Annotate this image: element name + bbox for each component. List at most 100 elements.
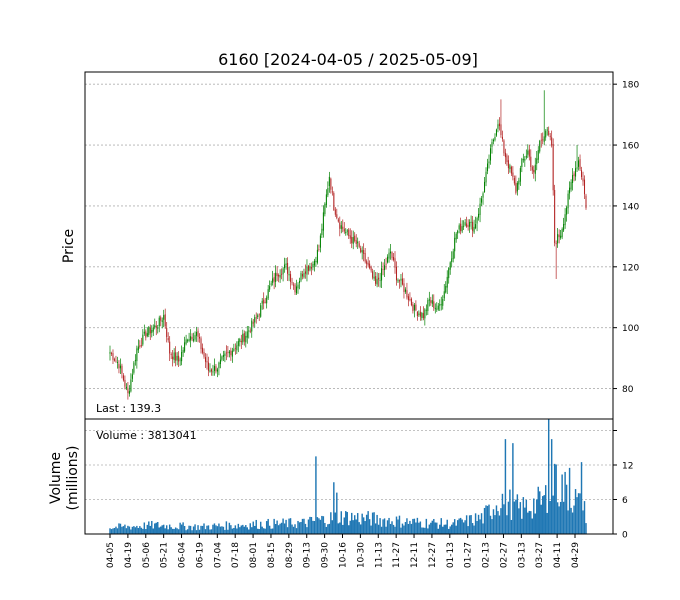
- candle-body: [525, 155, 527, 158]
- candle-body: [270, 283, 272, 285]
- volume-bar: [461, 519, 463, 534]
- candle: [176, 352, 178, 366]
- volume-bar: [453, 519, 456, 534]
- volume-bar: [216, 526, 219, 534]
- candle-body: [470, 221, 472, 223]
- volume-bar: [165, 525, 168, 534]
- candle: [303, 268, 305, 279]
- candle-body: [578, 160, 580, 167]
- candle-body: [337, 219, 339, 222]
- volume-bar: [424, 527, 426, 534]
- volume-bar: [359, 524, 362, 534]
- candle: [572, 168, 574, 191]
- candle-body: [451, 258, 453, 263]
- volume-bar: [491, 519, 493, 534]
- candle-body: [309, 266, 311, 271]
- volume-bar: [218, 523, 220, 534]
- volume-bar: [307, 519, 310, 534]
- volume-bar: [209, 529, 211, 534]
- candle: [284, 257, 286, 273]
- candle: [460, 217, 462, 235]
- volume-bar: [264, 528, 266, 534]
- candle-body: [557, 234, 559, 244]
- volume-bar: [131, 526, 134, 534]
- candle-body: [287, 262, 289, 274]
- volume-bar: [155, 522, 157, 534]
- volume-bar: [177, 529, 180, 534]
- volume-bar: [176, 528, 178, 534]
- candle-body: [524, 158, 526, 161]
- candle: [295, 279, 298, 295]
- candle-body: [330, 178, 332, 190]
- candle-body: [506, 155, 508, 163]
- candle-body: [155, 325, 157, 328]
- candle: [558, 229, 560, 244]
- candle-body: [201, 347, 204, 353]
- candle: [119, 358, 121, 375]
- candle-body: [563, 224, 565, 231]
- candle-body: [349, 235, 351, 239]
- volume-bar: [140, 527, 143, 534]
- volume-bar: [158, 527, 160, 534]
- candle-body: [112, 353, 114, 360]
- candle: [300, 270, 302, 283]
- candle-body: [445, 285, 447, 293]
- candle: [419, 306, 421, 321]
- volume-bar: [583, 501, 586, 534]
- candle-body: [442, 299, 444, 306]
- volume-bar: [564, 471, 566, 534]
- volume-bar: [342, 524, 344, 534]
- candle-body: [446, 276, 448, 288]
- candle: [409, 292, 411, 302]
- volume-bar: [477, 514, 480, 534]
- candle: [369, 260, 371, 270]
- candle-body: [564, 214, 566, 226]
- candle: [349, 228, 351, 244]
- candle: [203, 348, 205, 359]
- volume-bar: [295, 528, 298, 534]
- candle-body: [560, 235, 562, 238]
- volume-bar: [274, 523, 277, 534]
- candle: [146, 327, 148, 338]
- price-axis-label: Price: [61, 229, 77, 263]
- candle: [573, 171, 575, 182]
- candle-body: [475, 224, 477, 229]
- candle-body: [321, 228, 323, 235]
- candle: [515, 175, 517, 195]
- candle: [170, 352, 172, 360]
- volume-bars: [109, 419, 587, 534]
- candle-body: [158, 317, 160, 327]
- volume-bar: [116, 528, 119, 534]
- volume-bar: [356, 513, 359, 534]
- candle: [298, 277, 301, 290]
- volume-bar: [182, 522, 184, 534]
- volume-bar: [200, 525, 202, 534]
- candle: [394, 251, 396, 274]
- volume-bar: [121, 526, 123, 534]
- candle-body: [427, 300, 429, 312]
- volume-bar: [524, 507, 526, 534]
- candle: [140, 337, 142, 348]
- volume-bar: [515, 499, 517, 534]
- candle-body: [290, 274, 292, 282]
- volume-bar: [434, 522, 437, 534]
- candle: [167, 332, 169, 343]
- candle-body: [200, 338, 202, 350]
- candle: [228, 349, 230, 358]
- candle-body: [137, 346, 139, 351]
- candle-body: [261, 300, 263, 304]
- volume-bar: [346, 512, 348, 534]
- candle: [451, 251, 453, 268]
- candle-body: [258, 314, 260, 316]
- volume-bar: [339, 522, 341, 534]
- volume-bar: [522, 497, 525, 534]
- volume-bar: [215, 525, 217, 534]
- volume-bar: [382, 519, 384, 534]
- volume-bar: [318, 518, 320, 534]
- volume-bar: [279, 523, 281, 534]
- candle: [397, 278, 399, 284]
- volume-bar: [353, 515, 356, 534]
- candle-body: [167, 338, 169, 341]
- candle-body: [454, 237, 456, 252]
- volume-bar: [507, 501, 510, 534]
